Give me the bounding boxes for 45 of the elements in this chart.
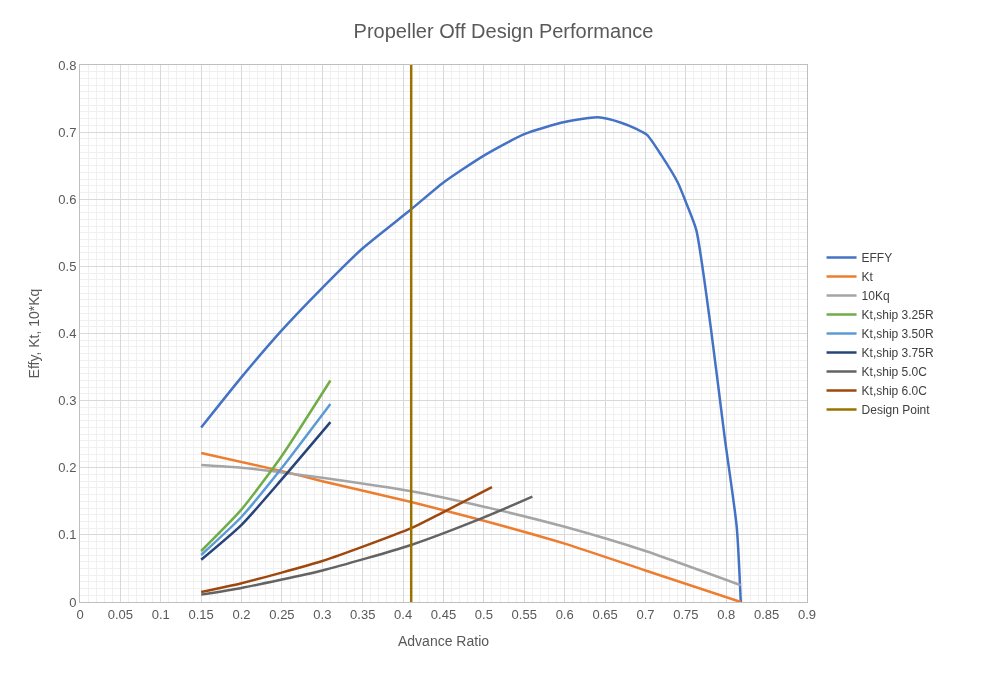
line-series — [199, 116, 743, 602]
y-tick-label: 0.7 — [58, 124, 77, 140]
y-tick-label: 0.6 — [58, 191, 77, 207]
line-series — [199, 495, 534, 596]
legend-label: Kt,ship 3.75R — [861, 346, 934, 361]
x-tick-label: 0.6 — [555, 606, 574, 622]
x-tick-label: 0.8 — [717, 606, 736, 622]
x-tick-label: 0.15 — [188, 606, 214, 622]
x-tick-label: 0.3 — [313, 606, 332, 622]
chart-title: Propeller Off Design Performance — [353, 19, 654, 42]
line-series — [199, 379, 332, 553]
legend-label: Kt,ship 3.25R — [861, 308, 934, 323]
legend-label: 10Kq — [861, 289, 890, 304]
x-tick-label: 0.4 — [394, 606, 413, 622]
x-tick-label: 0.35 — [350, 606, 376, 622]
legend-label: Kt,ship 3.50R — [861, 327, 934, 342]
legend-label: Kt,ship 5.0C — [861, 365, 928, 380]
x-tick-label: 0.1 — [151, 606, 170, 622]
x-tick-label: 0.5 — [474, 606, 493, 622]
x-tick-label: 0.85 — [753, 606, 780, 622]
y-tick-label: 0.2 — [58, 460, 77, 476]
line-series — [199, 485, 494, 594]
y-axis-title: Effy, Kt, 10*Kq — [25, 288, 42, 379]
legend-label: Kt — [861, 270, 874, 285]
y-tick-label: 0 — [69, 594, 77, 610]
x-tick-label: 0.05 — [107, 606, 134, 622]
x-tick-label: 0.45 — [430, 606, 457, 622]
x-tick-label: 0.25 — [269, 606, 295, 622]
legend-label: Kt,ship 6.0C — [861, 384, 928, 399]
x-tick-label: 0.75 — [673, 606, 699, 622]
x-tick-label: 0.2 — [232, 606, 251, 622]
y-tick-label: 0.8 — [58, 57, 77, 73]
y-tick-label: 0.3 — [58, 393, 77, 409]
legend-label: EFFY — [861, 251, 893, 266]
y-tick-label: 0.1 — [58, 527, 77, 543]
legend-label: Design Point — [861, 403, 931, 418]
x-tick-label: 0.9 — [797, 606, 817, 622]
line-series — [199, 451, 743, 602]
x-tick-label: 0.7 — [636, 606, 655, 622]
x-axis-title: Advance Ratio — [397, 632, 490, 649]
x-tick-label: 0.55 — [511, 606, 537, 622]
x-tick-label: 0.65 — [592, 606, 618, 622]
line-series — [199, 463, 743, 587]
y-tick-label: 0.4 — [58, 326, 77, 342]
y-tick-label: 0.5 — [58, 258, 77, 274]
